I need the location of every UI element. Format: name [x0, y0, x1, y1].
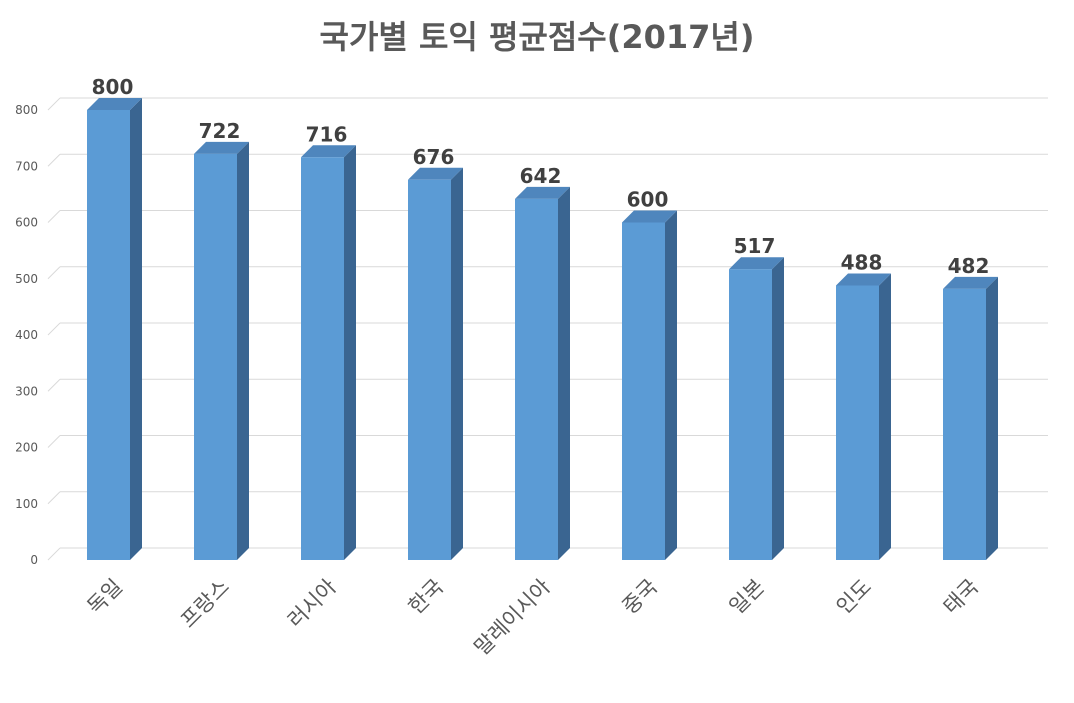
y-tick-label: 600 — [15, 216, 38, 230]
bar-side — [665, 210, 677, 560]
bar-top — [408, 167, 463, 180]
category-labels: 독일 프랑스 러시아 한국 말레이시아 중국 일본 인도 태국 — [83, 575, 983, 660]
bar — [515, 186, 570, 560]
bar-front — [943, 288, 986, 560]
bar-front — [194, 153, 237, 560]
bar-top — [87, 98, 142, 110]
category-label: 한국 — [404, 575, 448, 619]
bar — [194, 141, 249, 560]
bar — [943, 276, 998, 560]
category-label: 태국 — [939, 575, 983, 619]
data-label: 676 — [413, 145, 455, 169]
bar-front — [301, 157, 344, 560]
bar-top — [622, 210, 677, 223]
category-label: 러시아 — [283, 575, 341, 633]
data-label: 488 — [841, 251, 883, 275]
y-tick-label: 800 — [15, 103, 38, 117]
bar — [836, 273, 891, 560]
category-label: 인도 — [832, 575, 876, 619]
bar-front — [515, 198, 558, 560]
gridline-depth — [47, 435, 61, 448]
bar — [408, 167, 463, 560]
bar-side — [879, 273, 891, 560]
bar-front — [87, 110, 130, 560]
bar-top — [515, 186, 570, 199]
data-label: 642 — [520, 164, 562, 188]
bar — [87, 98, 142, 560]
category-label: 말레이시아 — [470, 575, 555, 660]
bar-side — [986, 276, 998, 560]
y-axis-ticks: 0 100 200 300 400 500 600 700 800 — [15, 103, 38, 567]
y-tick-label: 300 — [15, 384, 38, 398]
bar-front — [729, 269, 772, 560]
chart-title: 국가별 토익 평균점수(2017년) — [319, 18, 755, 56]
bar — [301, 145, 356, 560]
bar-front — [836, 285, 879, 560]
data-label: 800 — [92, 75, 134, 99]
bar-side — [130, 98, 142, 560]
gridline-depth — [47, 97, 61, 111]
y-tick-label: 0 — [30, 553, 38, 567]
category-label: 일본 — [725, 575, 769, 619]
bar — [729, 257, 784, 560]
y-tick-label: 400 — [15, 328, 38, 342]
gridline-depth — [47, 378, 61, 392]
gridline-depth — [47, 266, 61, 280]
gridline-depth — [47, 322, 61, 336]
data-labels: 800 722 716 676 642 600 517 488 482 — [92, 75, 990, 278]
bar-side — [558, 186, 570, 560]
data-label: 716 — [306, 122, 348, 146]
bar-side — [451, 167, 463, 560]
y-tick-label: 700 — [15, 159, 38, 173]
bar-top — [836, 273, 891, 286]
bar-top — [729, 257, 784, 270]
data-label: 600 — [627, 188, 669, 212]
bar-top — [194, 141, 249, 154]
category-label: 독일 — [83, 575, 127, 619]
data-label: 482 — [948, 254, 990, 278]
bar-front — [408, 179, 451, 560]
bar-side — [344, 145, 356, 560]
bar-front — [622, 222, 665, 560]
bar-side — [772, 257, 784, 560]
gridline-depth — [47, 547, 61, 561]
data-label: 722 — [199, 119, 241, 143]
gridline-depth — [47, 153, 61, 167]
data-label: 517 — [734, 234, 776, 258]
category-label: 중국 — [618, 575, 662, 619]
gridline-depth — [47, 491, 61, 505]
bar-side — [237, 141, 249, 560]
y-tick-label: 100 — [15, 497, 38, 511]
y-tick-label: 500 — [15, 272, 38, 286]
bar-top — [301, 145, 356, 158]
bar — [622, 210, 677, 560]
y-tick-label: 200 — [15, 441, 38, 455]
category-label: 프랑스 — [176, 575, 234, 633]
bars — [87, 98, 998, 560]
gridline-depth — [47, 210, 61, 223]
bar-top — [943, 276, 998, 289]
